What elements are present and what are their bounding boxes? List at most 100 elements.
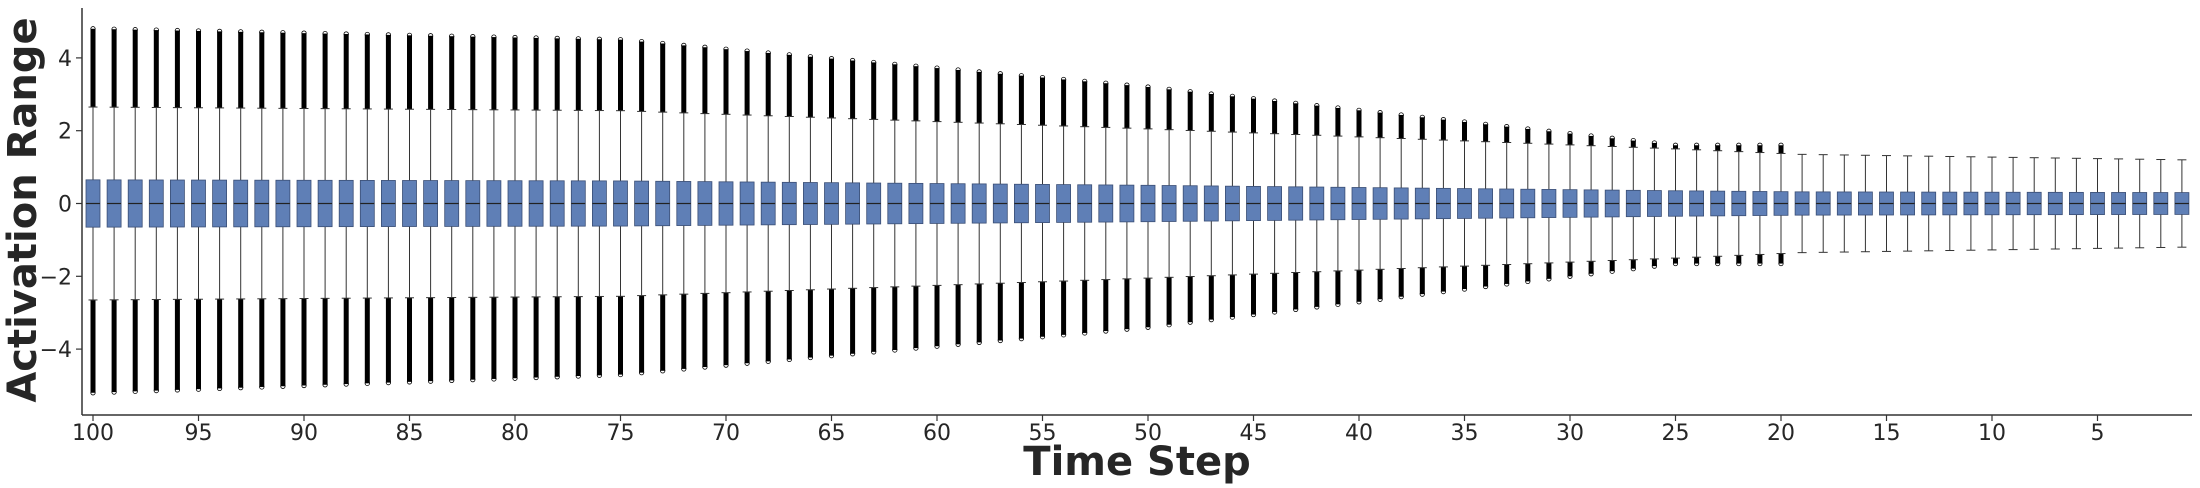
box-step-18 [1815,154,1831,253]
outliers-lower [1757,254,1763,264]
outlier-point-min [976,339,982,346]
outliers-lower [1462,266,1467,290]
box-step-15 [1879,155,1894,252]
outlier-point-min [1609,268,1615,274]
outliers-upper [301,33,307,109]
outliers-lower [1377,269,1383,300]
outliers-lower [1504,264,1510,284]
outliers-lower [829,289,834,356]
x-tick-label: 100 [72,421,114,446]
box-step-23 [1710,142,1726,267]
outlier-point-min [849,351,856,357]
box-step-69 [739,48,755,366]
box-step-12 [1942,155,1958,252]
y-axis-title: Activation Range [0,17,46,402]
x-tick-label: 35 [1451,421,1479,446]
outliers-upper [280,32,286,109]
outlier-point-max [1504,124,1510,130]
outlier-point-max [1229,93,1236,99]
outlier-point-max [681,42,687,48]
outliers-upper [786,54,792,117]
outlier-point-max [1103,80,1109,86]
box-step-13 [1921,155,1937,252]
outliers-lower [1567,262,1573,277]
outliers-lower [955,284,961,345]
outlier-point-min [1461,286,1468,292]
outlier-point-max [1145,84,1151,90]
outliers-upper [913,66,919,121]
outlier-point-min [1567,273,1573,279]
outlier-point-max [132,27,138,33]
outlier-point-min [1166,322,1172,328]
outlier-point-min [723,362,729,368]
outlier-point-max [1356,107,1362,113]
box-step-75 [613,37,628,378]
outlier-point-max [997,71,1003,77]
box-step-9 [2005,156,2021,251]
box-step-71 [697,44,713,370]
outliers-lower [575,296,581,377]
outlier-point-max [1335,105,1341,111]
outlier-point-max [1715,142,1721,148]
y-tick-label: 0 [58,193,72,218]
box-step-3 [2132,158,2148,249]
box-step-36 [1436,117,1451,295]
outlier-point-max [1757,142,1763,148]
outliers-upper [407,35,412,110]
box-step-64 [845,57,860,357]
outlier-point-min [1082,330,1088,336]
outliers-upper [618,39,623,111]
outliers-upper [596,39,602,111]
outlier-point-min [1694,260,1700,267]
outliers-lower [913,286,919,349]
x-tick-label: 30 [1556,421,1584,446]
outliers-upper [1440,119,1446,141]
outliers-lower [1208,275,1214,320]
outlier-point-min [1630,266,1636,272]
outlier-point-min [1272,309,1278,315]
outliers-upper [1166,89,1172,130]
outlier-point-min [892,347,898,353]
outlier-point-min [955,341,961,347]
outlier-point-max [1018,73,1025,79]
outlier-point-max [153,27,159,33]
outliers-lower [196,299,201,390]
outlier-point-max [1567,131,1573,137]
outliers-upper [259,32,265,109]
outliers-upper [575,38,581,111]
outlier-point-min [1715,260,1721,267]
outlier-point-min [1187,319,1193,325]
outlier-point-max [1778,142,1784,148]
outliers-upper [955,69,961,123]
outliers-lower [1018,282,1024,339]
outlier-point-max [1061,76,1067,83]
outlier-point-max [195,28,202,34]
outlier-point-max [744,48,750,54]
outlier-point-max [406,32,413,38]
outliers-lower [1419,267,1425,295]
box-step-95 [191,28,206,392]
outliers-lower [512,297,518,379]
outliers-upper [364,34,370,109]
outliers-upper [723,49,729,115]
outlier-point-max [238,29,244,35]
box-step-94 [212,28,228,392]
outlier-point-min [1736,260,1742,267]
box-step-30 [1562,131,1578,279]
outliers-lower [238,298,244,388]
outliers-upper [871,62,877,120]
outliers-upper [1377,112,1383,138]
outliers-lower [1440,266,1446,292]
outlier-point-max [786,52,792,58]
box-step-78 [549,35,565,380]
outlier-point-max [828,56,835,62]
outliers-upper [196,30,201,108]
outlier-point-min [1398,294,1404,300]
outliers-lower [174,299,180,390]
outlier-point-max [1250,96,1257,102]
outlier-point-max [575,36,581,42]
outliers-upper [1483,124,1489,142]
outlier-point-min [1778,260,1784,267]
box-step-16 [1858,154,1873,253]
